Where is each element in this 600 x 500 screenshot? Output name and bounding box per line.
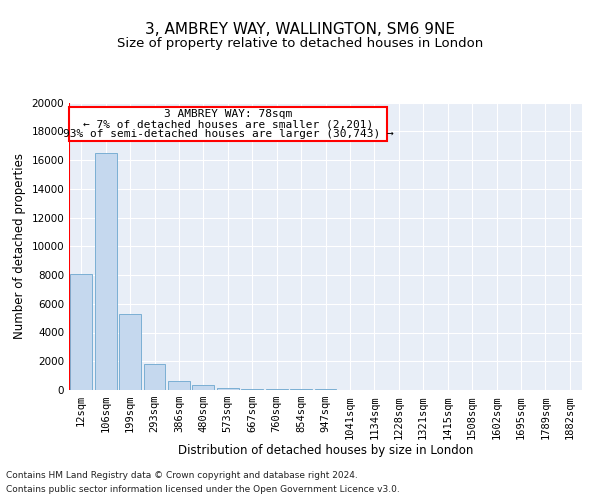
Bar — [241, 389, 263, 390]
Bar — [143, 364, 166, 390]
Bar — [95, 153, 116, 390]
Y-axis label: Number of detached properties: Number of detached properties — [13, 153, 26, 340]
Bar — [168, 380, 190, 390]
Bar — [217, 388, 239, 390]
Bar — [193, 385, 214, 390]
Text: 3 AMBREY WAY: 78sqm: 3 AMBREY WAY: 78sqm — [164, 110, 292, 120]
Text: 93% of semi-detached houses are larger (30,743) →: 93% of semi-detached houses are larger (… — [62, 128, 394, 138]
Text: ← 7% of detached houses are smaller (2,201): ← 7% of detached houses are smaller (2,2… — [83, 119, 373, 129]
Text: Size of property relative to detached houses in London: Size of property relative to detached ho… — [117, 38, 483, 51]
Bar — [119, 314, 141, 390]
Text: 3, AMBREY WAY, WALLINGTON, SM6 9NE: 3, AMBREY WAY, WALLINGTON, SM6 9NE — [145, 22, 455, 38]
X-axis label: Distribution of detached houses by size in London: Distribution of detached houses by size … — [178, 444, 473, 457]
Bar — [70, 274, 92, 390]
Text: Contains HM Land Registry data © Crown copyright and database right 2024.: Contains HM Land Registry data © Crown c… — [6, 472, 358, 480]
Text: Contains public sector information licensed under the Open Government Licence v3: Contains public sector information licen… — [6, 484, 400, 494]
Bar — [266, 389, 287, 390]
